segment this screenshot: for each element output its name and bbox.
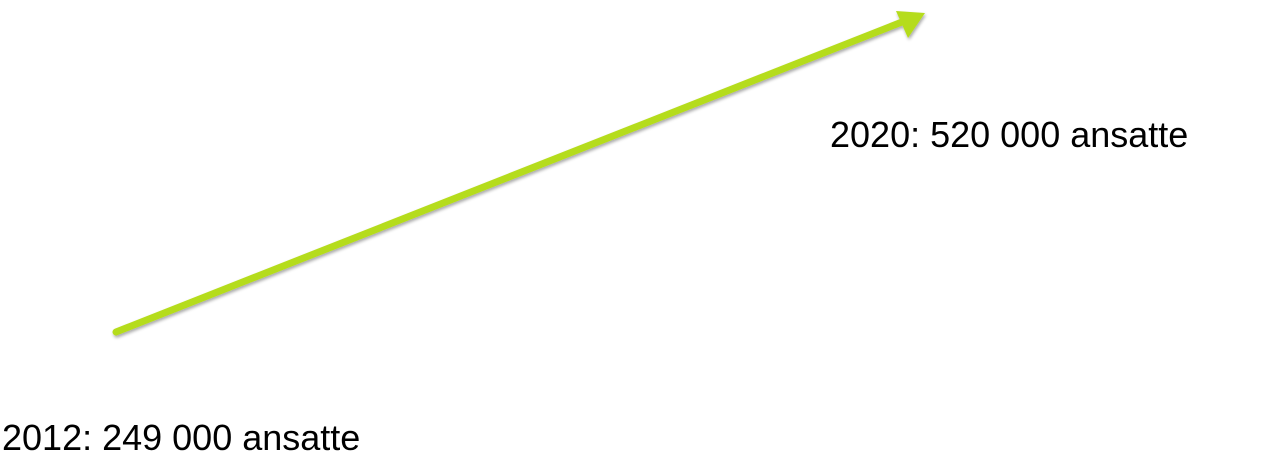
end-year-label: 2020: 520 000 ansatte bbox=[830, 114, 1189, 155]
arrow-shaft bbox=[112, 18, 906, 336]
arrow-head bbox=[896, 11, 925, 38]
start-year-label: 2012: 249 000 ansatte bbox=[2, 417, 361, 458]
